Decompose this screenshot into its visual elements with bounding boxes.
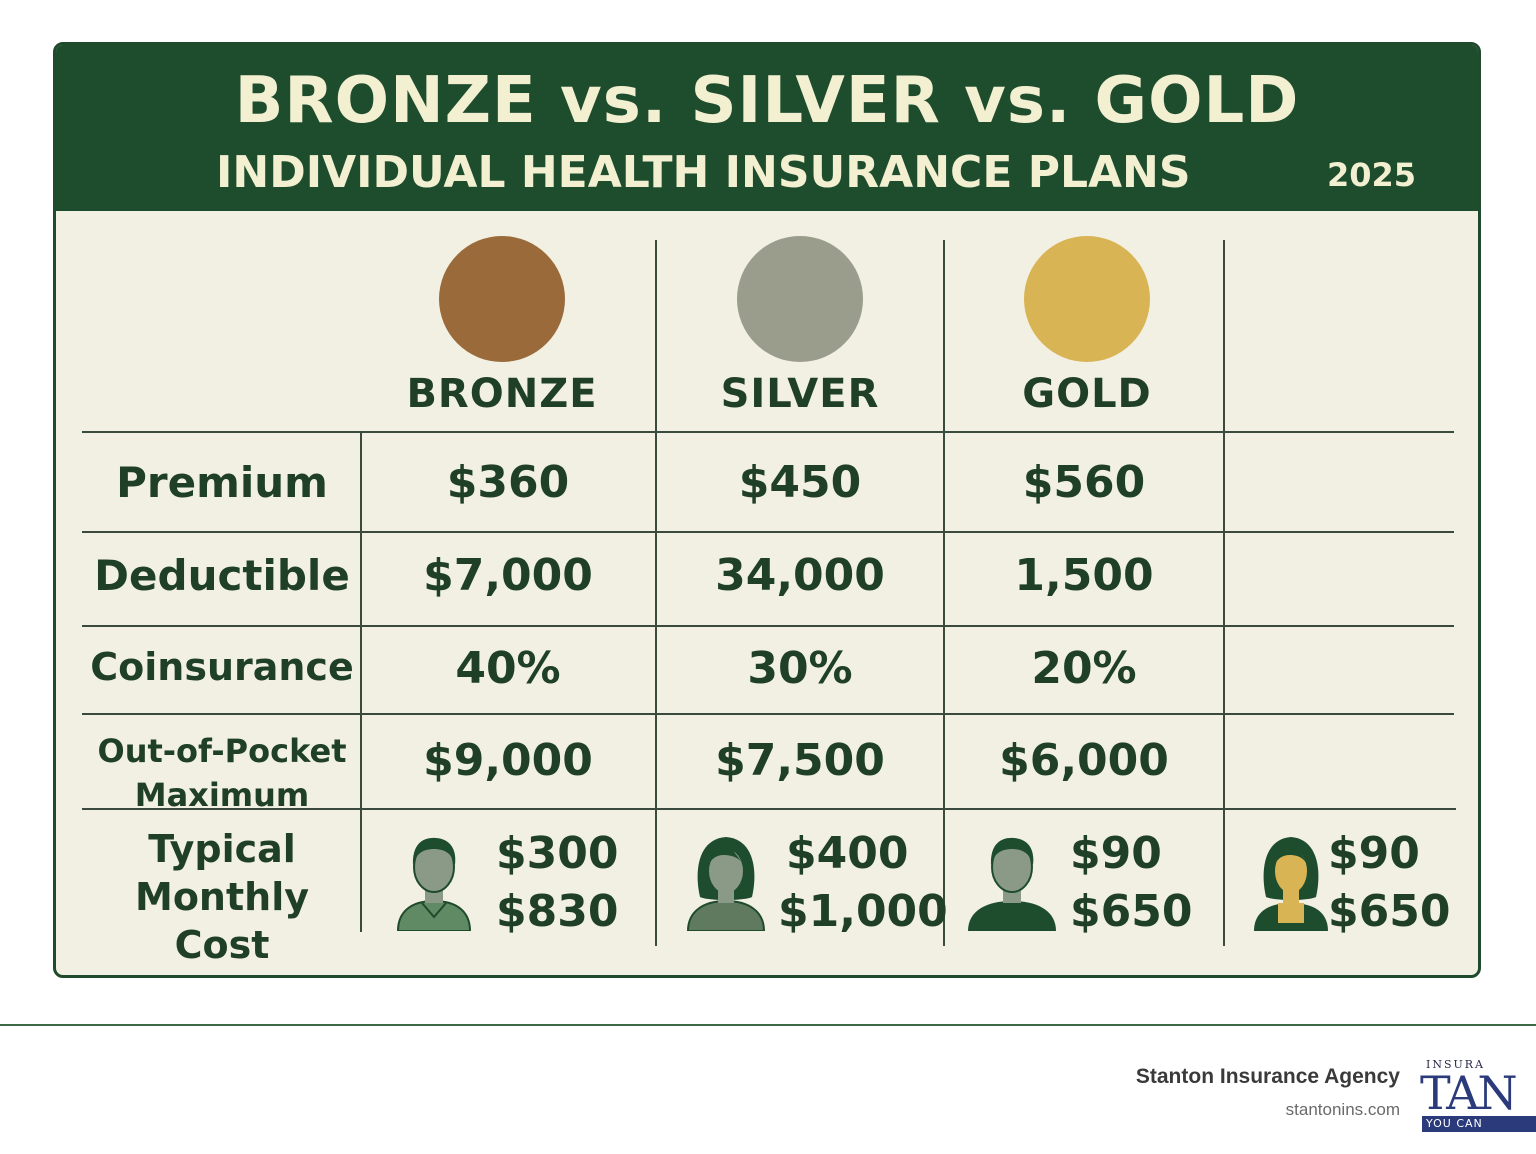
monthly-cost-low: $90 xyxy=(1070,828,1162,879)
row-label-premium: Premium xyxy=(116,458,328,507)
premium-bronze: $360 xyxy=(446,457,570,508)
row-label-oop: Out-of-Pocket Maximum xyxy=(84,729,360,817)
monthly-cost-low: $300 xyxy=(496,828,619,879)
deductible-silver: 34,000 xyxy=(715,550,885,601)
coinsurance-gold: 20% xyxy=(1031,643,1137,694)
row-divider xyxy=(82,531,1454,533)
male-person-icon xyxy=(396,837,472,931)
row-label-monthly: Typical Monthly Cost xyxy=(84,825,360,969)
plan-name-bronze: BRONZE xyxy=(406,371,598,417)
row-label-coinsurance: Coinsurance xyxy=(90,645,354,689)
column-divider xyxy=(655,240,657,946)
monthly-cost-low: $400 xyxy=(786,828,909,879)
gold-coin-icon xyxy=(1024,236,1150,362)
oop-bronze: $9,000 xyxy=(423,735,593,786)
coinsurance-silver: 30% xyxy=(747,643,853,694)
female-person-gold-icon xyxy=(1254,837,1328,931)
header-banner: BRONZE vs. SILVER vs. GOLD INDIVIDUAL HE… xyxy=(56,45,1478,211)
agency-url: stantonins.com xyxy=(1285,1100,1400,1119)
column-divider xyxy=(360,432,362,932)
page-title: BRONZE vs. SILVER vs. GOLD xyxy=(234,64,1300,138)
row-label-deductible: Deductible xyxy=(94,551,350,600)
bronze-coin-icon xyxy=(439,236,565,362)
monthly-cost-high: $830 xyxy=(496,886,619,937)
premium-gold: $560 xyxy=(1022,457,1146,508)
row-divider xyxy=(82,431,1454,433)
premium-silver: $450 xyxy=(738,457,862,508)
logo-top-text: INSURA xyxy=(1426,1058,1486,1071)
row-divider xyxy=(82,625,1454,627)
logo-bottom-text: YOU CAN xyxy=(1422,1116,1536,1132)
footer-divider xyxy=(0,1024,1536,1026)
row-label-monthly-line2: Monthly Cost xyxy=(135,875,309,967)
monthly-cost-low: $90 xyxy=(1328,828,1420,879)
row-divider xyxy=(82,808,1456,810)
comparison-card: BRONZE vs. SILVER vs. GOLD INDIVIDUAL HE… xyxy=(53,42,1481,978)
table-grid xyxy=(56,45,1478,975)
row-divider xyxy=(82,713,1454,715)
oop-silver: $7,500 xyxy=(715,735,885,786)
monthly-cost-high: $1,000 xyxy=(778,886,948,937)
row-label-monthly-line1: Typical xyxy=(148,827,296,871)
deductible-gold: 1,500 xyxy=(1014,550,1154,601)
female-person-icon xyxy=(686,837,766,931)
year-label: 2025 xyxy=(1326,156,1416,194)
silver-coin-icon xyxy=(737,236,863,362)
column-divider xyxy=(1223,240,1225,946)
row-label-oop-line2: Maximum xyxy=(134,776,310,814)
agency-logo: INSURA TAN YOU CAN xyxy=(1420,1058,1536,1136)
monthly-cost-high: $650 xyxy=(1328,886,1451,937)
plan-name-gold: GOLD xyxy=(1022,371,1152,417)
agency-name: Stanton Insurance Agency xyxy=(1135,1065,1400,1088)
oop-gold: $6,000 xyxy=(999,735,1169,786)
male-person-icon xyxy=(968,837,1056,931)
page-subtitle: INDIVIDUAL HEALTH INSURANCE PLANS xyxy=(216,147,1191,198)
logo-main-text: TAN xyxy=(1420,1066,1518,1120)
coinsurance-bronze: 40% xyxy=(455,643,561,694)
column-divider xyxy=(943,240,945,946)
deductible-bronze: $7,000 xyxy=(423,550,593,601)
plan-name-silver: SILVER xyxy=(720,371,880,417)
row-label-oop-line1: Out-of-Pocket xyxy=(97,732,347,770)
monthly-cost-high: $650 xyxy=(1070,886,1193,937)
